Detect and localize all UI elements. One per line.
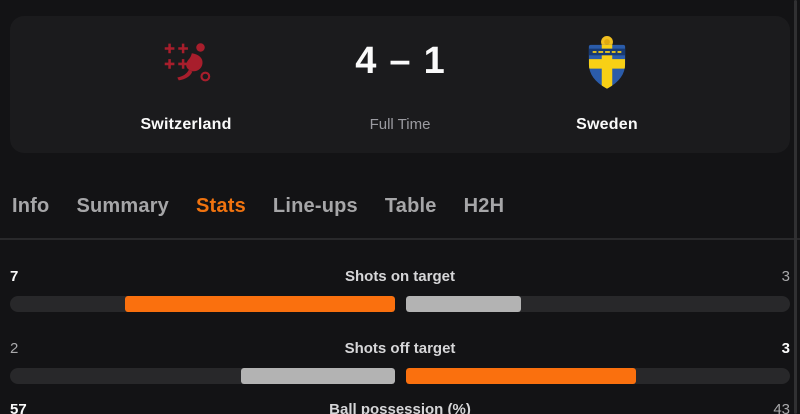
stat-away-value: 43 [773,401,790,414]
stat-label: Shots on target [344,268,455,285]
stat-away-value: 3 [781,340,790,357]
bar-half-right [405,368,790,384]
stat-row: 2 Shots off target 3 [10,340,790,384]
tab-table[interactable]: Table [384,194,437,217]
stat-head: 7 Shots on target 3 [10,268,790,285]
away-score: 1 [423,40,445,82]
sweden-crest-icon [588,36,626,89]
stat-home-value: 57 [10,401,27,414]
stat-head: 57 Ball possession (%) 43 [10,401,790,414]
match-header-card: Switzerland 4 – 1 Full Time [10,16,790,153]
stat-label: Ball possession (%) [329,401,471,414]
score: 4 – 1 [280,40,520,83]
tab-divider [0,238,800,240]
tab-line-ups[interactable]: Line-ups [272,194,358,217]
stat-row: 57 Ball possession (%) 43 [10,401,790,414]
home-team-block[interactable]: Switzerland [56,16,316,133]
score-block: 4 – 1 Full Time [280,16,520,133]
tab-bar: Info Summary Stats Line-ups Table H2H [12,192,504,220]
stat-head: 2 Shots off target 3 [10,340,790,357]
stat-away-value: 3 [781,268,790,285]
away-team-block[interactable]: Sweden [477,16,737,133]
match-status: Full Time [369,116,431,133]
tab-h2h[interactable]: H2H [463,194,505,217]
stat-home-value: 2 [10,340,19,357]
stat-row: 7 Shots on target 3 [10,268,790,312]
home-team-name: Switzerland [140,116,232,133]
bar-half-right [405,296,790,312]
bar-fill-right [405,296,521,312]
bar-fill-right [405,368,637,384]
home-score: 4 [355,40,377,82]
score-separator: – [389,40,411,82]
away-team-name: Sweden [576,116,638,133]
tab-info[interactable]: Info [12,194,50,217]
bar-half-left [10,368,395,384]
stats-list: 7 Shots on target 3 2 Shots off target 3 57 Bal… [10,268,790,414]
switzerland-crest-icon [164,43,211,82]
tab-stats[interactable]: Stats [196,194,246,217]
stat-bar-track [10,368,790,384]
tab-summary[interactable]: Summary [76,194,170,217]
stat-home-value: 7 [10,268,19,285]
bar-fill-left [125,296,395,312]
stat-label: Shots off target [344,340,456,357]
bar-half-left [10,296,395,312]
scrollbar[interactable] [794,0,797,414]
stat-bar-track [10,296,790,312]
bar-fill-left [240,368,395,384]
